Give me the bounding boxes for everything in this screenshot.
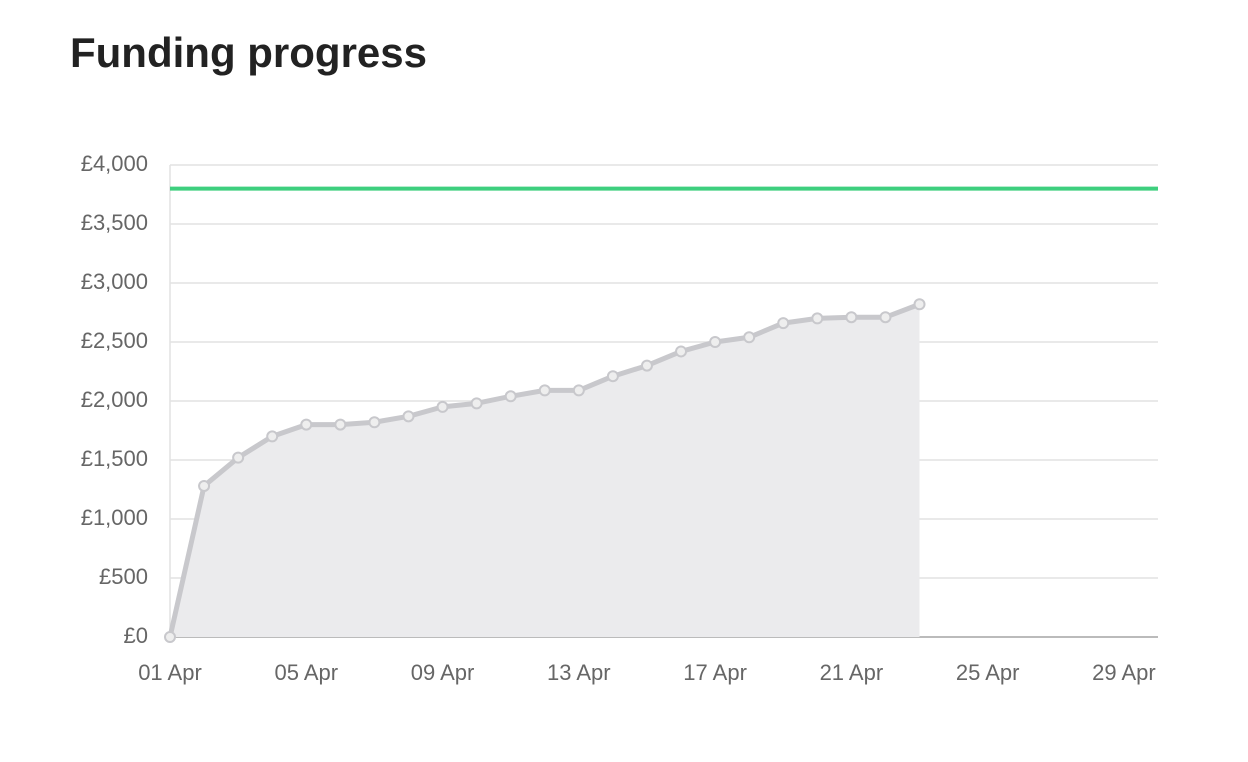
x-tick-label: 05 Apr: [274, 660, 338, 685]
point: [845, 311, 858, 324]
point: [300, 418, 313, 431]
x-tick-label: 01 Apr: [138, 660, 202, 685]
point: [572, 384, 585, 397]
point: [538, 384, 551, 397]
point: [879, 311, 892, 324]
point: [606, 370, 619, 383]
point: [709, 336, 722, 348]
point: [811, 312, 824, 325]
area: [170, 304, 920, 637]
y-tick-label: £3,500: [81, 210, 148, 235]
point: [164, 631, 176, 643]
point: [913, 298, 926, 311]
y-tick-label: £500: [99, 564, 148, 589]
x-tick-label: 21 Apr: [820, 660, 884, 685]
y-tick-label: £1,500: [81, 446, 148, 471]
point: [675, 345, 688, 358]
y-tick-label: £2,000: [81, 387, 148, 412]
y-tick-label: £3,000: [81, 269, 148, 294]
point: [777, 317, 790, 330]
chart-title: Funding progress: [70, 29, 427, 76]
point: [470, 397, 483, 410]
y-tick-label: £1,000: [81, 505, 148, 530]
point: [743, 331, 756, 344]
x-tick-label: 17 Apr: [683, 660, 747, 685]
point: [198, 479, 211, 492]
point: [266, 430, 279, 443]
y-tick-label: £4,000: [81, 151, 148, 176]
x-tick-label: 25 Apr: [956, 660, 1020, 685]
point: [368, 416, 381, 429]
y-tick-label: £0: [124, 623, 148, 648]
point: [334, 418, 347, 431]
point: [232, 451, 245, 464]
point: [402, 410, 415, 423]
x-tick-label: 29 Apr: [1092, 660, 1156, 685]
y-tick-label: £2,500: [81, 328, 148, 353]
point: [640, 359, 653, 372]
point: [504, 390, 517, 403]
point: [436, 400, 449, 413]
x-tick-label: 09 Apr: [411, 660, 475, 685]
x-tick-label: 13 Apr: [547, 660, 611, 685]
